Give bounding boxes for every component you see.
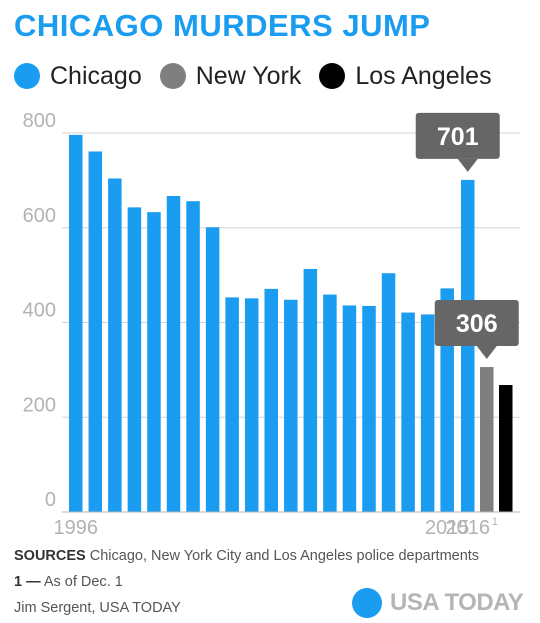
bar-new-york xyxy=(480,367,494,512)
brand-logo: USA TODAY xyxy=(352,588,524,618)
bar-chicago xyxy=(147,212,161,512)
footnote-text: As of Dec. 1 xyxy=(43,574,123,590)
legend-label-new-york: New York xyxy=(195,61,302,90)
legend-item-chicago: Chicago xyxy=(14,62,142,91)
credit-line: Jim Sergent, USA TODAY xyxy=(14,600,181,616)
bar-chicago xyxy=(284,299,298,512)
callout-box xyxy=(434,300,519,347)
y-tick-label: 800 xyxy=(23,110,56,132)
brand-dot-icon xyxy=(352,588,382,618)
chart-title: CHICAGO MURDERS JUMP xyxy=(14,8,431,43)
legend-label-chicago: Chicago xyxy=(50,61,142,90)
x-tick-label: 1996 xyxy=(54,517,99,539)
legend-swatch-new-york xyxy=(159,63,186,89)
y-tick-label: 400 xyxy=(23,300,56,322)
brand-name: USA TODAY xyxy=(390,589,524,616)
y-tick-label: 200 xyxy=(23,394,56,416)
bar-chicago xyxy=(264,288,278,512)
sources-line: SOURCES Chicago, New York City and Los A… xyxy=(14,548,479,564)
bar-chicago xyxy=(205,227,220,512)
callout-box xyxy=(415,112,500,159)
legend-item-new-york: New York xyxy=(159,61,302,91)
y-tick-label: 600 xyxy=(23,205,56,227)
bar-chicago xyxy=(69,134,83,512)
sources-label: SOURCES xyxy=(14,548,86,564)
bar-chicago xyxy=(186,201,200,512)
legend-item-los-angeles: Los Angeles xyxy=(319,61,492,91)
legend-swatch-chicago xyxy=(14,63,40,89)
bar-chicago xyxy=(381,273,396,512)
bar-chicago xyxy=(303,268,318,512)
x-tick-label: 2015 xyxy=(425,517,470,539)
bar-chicago xyxy=(108,178,122,513)
legend-label-los-angeles: Los Angeles xyxy=(355,61,492,90)
bar-chicago xyxy=(244,298,259,512)
callout-value: 701 xyxy=(437,123,479,151)
legend: Chicago New York Los Angeles xyxy=(14,58,510,94)
bar-chicago xyxy=(225,297,239,512)
bar-chicago xyxy=(88,151,103,512)
bar-chicago xyxy=(323,294,337,512)
bar-chicago xyxy=(127,207,142,512)
y-tick-label: 0 xyxy=(45,489,56,511)
footnote-line: 1 — As of Dec. 1 xyxy=(14,574,123,590)
bar-los-angeles xyxy=(499,385,513,512)
callout-pointer xyxy=(457,158,478,172)
x-tick-label: 2016 xyxy=(446,517,491,539)
bar-chicago xyxy=(342,305,357,512)
bar-chicago xyxy=(166,196,181,513)
x-tick-superscript: 1 xyxy=(492,516,498,528)
bar-chicago xyxy=(401,312,415,512)
bar-chicago xyxy=(420,314,435,512)
callout-value: 306 xyxy=(456,310,498,338)
bar-chicago xyxy=(362,305,376,512)
sources-text: Chicago, New York City and Los Angeles p… xyxy=(89,548,480,564)
callout-pointer xyxy=(476,346,497,360)
footnote-label: 1 — xyxy=(14,574,41,590)
legend-swatch-los-angeles xyxy=(319,63,346,89)
